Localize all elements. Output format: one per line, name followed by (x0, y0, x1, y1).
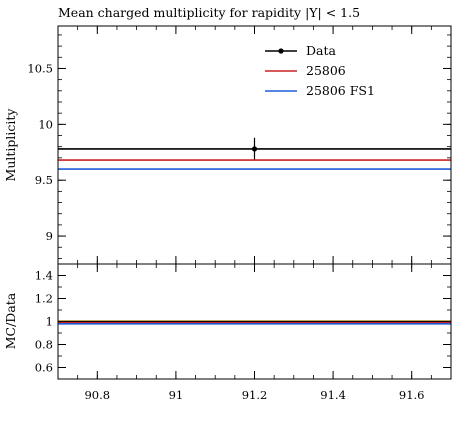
ratio-y-tick-label: 1.2 (35, 292, 53, 306)
ratio-panel: 0.6 0.8 1 1.2 1.4 (35, 264, 452, 379)
ratio-plot-frame (57, 263, 452, 380)
x-tick-label: 91 (169, 388, 184, 402)
x-tick-label: 90.8 (84, 388, 110, 402)
main-y-tick-label: 10 (38, 117, 53, 131)
main-y-axis-label: Multiplicity (3, 108, 18, 182)
legend: Data 25806 25806 FS1 (265, 43, 375, 98)
ratio-y-tick-label: 1.4 (35, 269, 53, 283)
legend-label-3: 25806 FS1 (306, 83, 375, 98)
ratio-y-tick-label: 1 (46, 315, 53, 329)
legend-marker (278, 48, 284, 54)
x-tick-labels: 90.8 91 91.2 91.4 91.6 (84, 388, 424, 402)
main-y-tick-label: 9 (46, 229, 53, 243)
x-tick-label: 91.2 (242, 388, 268, 402)
legend-label-2: 25806 (306, 63, 346, 78)
legend-label-1: Data (306, 43, 336, 58)
ratio-y-tick-label: 0.8 (35, 338, 53, 352)
main-y-tick-label: 9.5 (35, 173, 53, 187)
x-tick-label: 91.6 (399, 388, 425, 402)
x-tick-label: 91.4 (320, 388, 346, 402)
main-panel: 9 9.5 10 10.5 (27, 26, 452, 264)
ratio-y-tick-label: 0.6 (35, 361, 53, 375)
chart-title: Mean charged multiplicity for rapidity |… (58, 5, 360, 20)
main-y-tick-label: 10.5 (27, 61, 53, 75)
data-point (251, 146, 258, 152)
ratio-y-axis-label: MC/Data (3, 292, 18, 349)
